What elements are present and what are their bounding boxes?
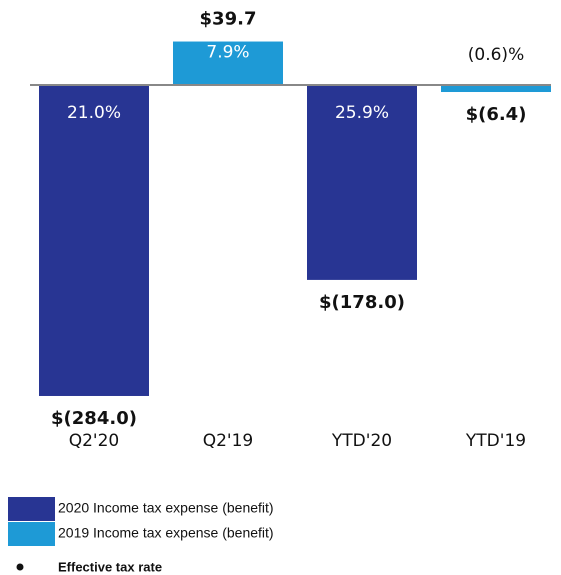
x-tick-label: Q2'19 — [203, 431, 254, 451]
x-tick-label: YTD'20 — [331, 431, 392, 451]
rate-legend-dot — [16, 563, 24, 571]
rate-label: (0.6)% — [468, 45, 524, 65]
value-label: $39.7 — [200, 9, 257, 30]
x-tick-label: Q2'20 — [69, 431, 120, 451]
rate-legend-label: Effective tax rate — [58, 559, 162, 574]
bar — [39, 85, 149, 396]
legend-swatch — [8, 497, 55, 521]
legend-swatch — [8, 522, 55, 546]
value-label: $(6.4) — [466, 104, 527, 125]
rate-label: 7.9% — [206, 43, 249, 63]
bar — [173, 41, 283, 85]
bar — [307, 85, 417, 280]
legend-label: 2020 Income tax expense (benefit) — [58, 500, 274, 516]
value-label: $(178.0) — [319, 292, 405, 313]
value-label: $(284.0) — [51, 408, 137, 429]
bar — [441, 85, 551, 93]
rate-label: 21.0% — [67, 103, 121, 123]
x-tick-label: YTD'19 — [465, 431, 526, 451]
legend-label: 2019 Income tax expense (benefit) — [58, 525, 274, 541]
rate-label: 25.9% — [335, 103, 389, 123]
